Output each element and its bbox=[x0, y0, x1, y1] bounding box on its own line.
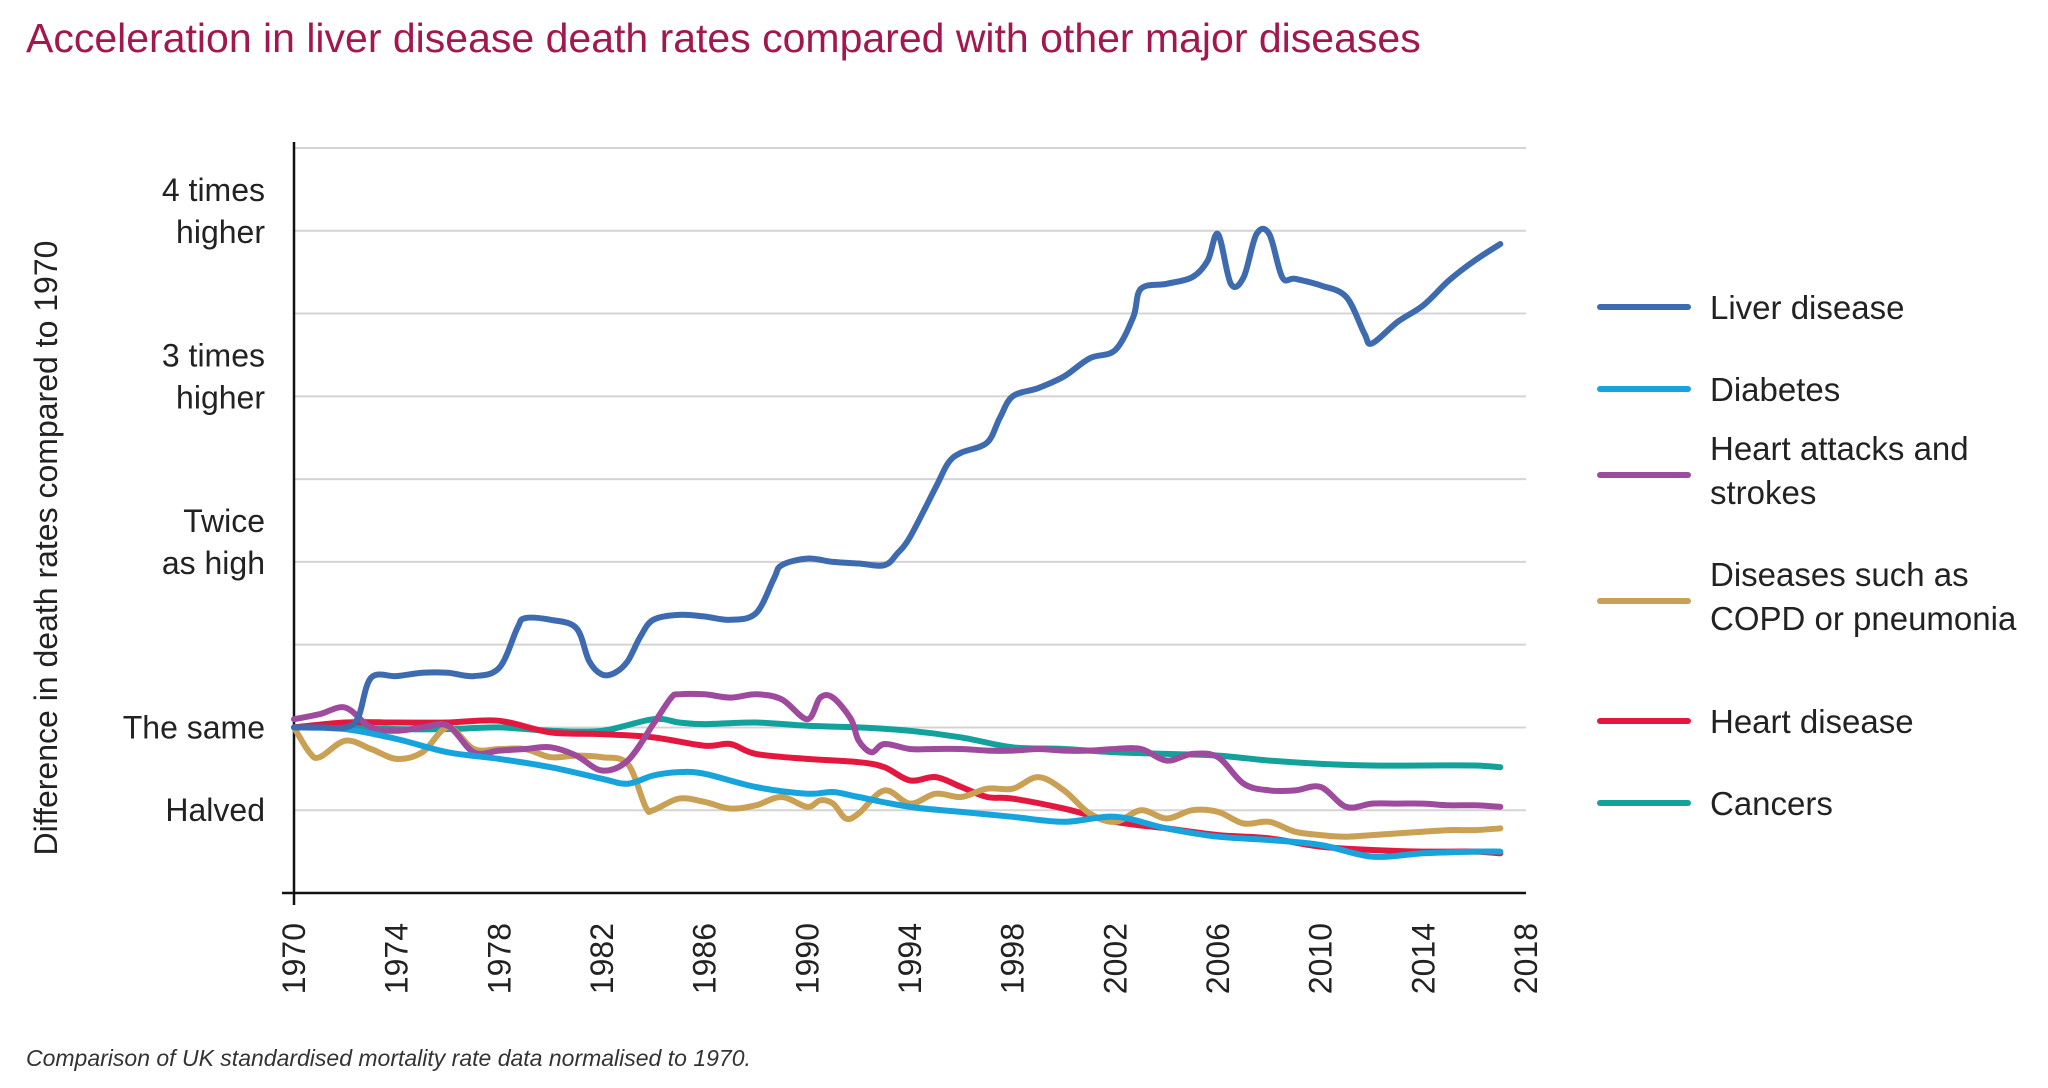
legend-item-liver-disease: Liver disease bbox=[1597, 289, 1904, 326]
y-tick-label-the-same: The same bbox=[123, 709, 265, 745]
chart-caption: Comparison of UK standardised mortality … bbox=[26, 1045, 751, 1071]
x-tick-label-2014: 2014 bbox=[1405, 923, 1441, 994]
y-tick-label-4-times-higher: 4 times higher bbox=[162, 172, 265, 250]
y-tick-label-3-times-higher: 3 times higher bbox=[162, 337, 265, 415]
axes bbox=[282, 142, 1526, 905]
legend-label-diabetes: Diabetes bbox=[1710, 371, 1840, 408]
plot-area bbox=[291, 225, 1504, 860]
y-tick-label-twice-as-high: Twice as high bbox=[162, 503, 265, 581]
legend-item-diseases-such-as-copd-or-pneumonia: Diseases such as COPD or pneumonia bbox=[1597, 556, 2017, 637]
gridlines bbox=[294, 147, 1526, 812]
legend-label-cancers: Cancers bbox=[1710, 785, 1833, 822]
x-tick-label-1978: 1978 bbox=[481, 923, 517, 994]
legend-label-diseases-such-as-copd-or-pneumonia: Diseases such as COPD or pneumonia bbox=[1710, 556, 2017, 637]
legend: Liver disease Diabetes Heart attacks and st… bbox=[1597, 289, 2017, 822]
y-axis-label: Difference in death rates compared to 19… bbox=[28, 241, 64, 856]
x-tick-label-1982: 1982 bbox=[584, 923, 620, 994]
x-tick-label-2010: 2010 bbox=[1303, 923, 1339, 994]
series-line-diabetes bbox=[291, 724, 1504, 860]
y-tick-label-halved: Halved bbox=[165, 792, 265, 828]
x-tick-label-1986: 1986 bbox=[687, 923, 723, 994]
x-tick-label-1994: 1994 bbox=[892, 923, 928, 994]
series-line-heart-attacks-and-strokes bbox=[291, 690, 1504, 811]
legend-item-cancers: Cancers bbox=[1597, 785, 1833, 822]
series-line-cancers bbox=[291, 715, 1504, 771]
x-tick-label-2006: 2006 bbox=[1200, 923, 1236, 994]
x-tick-label-2018: 2018 bbox=[1508, 923, 1544, 994]
legend-item-heart-disease: Heart disease bbox=[1597, 703, 1914, 740]
x-tick-label-1998: 1998 bbox=[995, 923, 1031, 994]
x-tick-label-1970: 1970 bbox=[276, 923, 312, 994]
chart-title: Acceleration in liver disease death rate… bbox=[26, 15, 1421, 61]
x-tick-label-1974: 1974 bbox=[379, 923, 415, 994]
legend-label-liver-disease: Liver disease bbox=[1710, 289, 1904, 326]
legend-item-diabetes: Diabetes bbox=[1597, 371, 1840, 408]
x-tick-label-1990: 1990 bbox=[789, 923, 825, 994]
legend-label-heart-disease: Heart disease bbox=[1710, 703, 1914, 740]
x-tick-label-2002: 2002 bbox=[1097, 923, 1133, 994]
y-tick-labels: 4 times higher 3 times higher Twice as high Th… bbox=[123, 172, 266, 828]
legend-item-heart-attacks-and-strokes: Heart attacks and strokes bbox=[1597, 430, 1969, 511]
x-tick-labels: 1970 1974 1978 1982 1986 1990 1994 1998 2002 2006… bbox=[276, 923, 1544, 994]
series-line-liver-disease bbox=[291, 225, 1504, 732]
legend-label-heart-attacks-and-strokes: Heart attacks and strokes bbox=[1710, 430, 1969, 511]
